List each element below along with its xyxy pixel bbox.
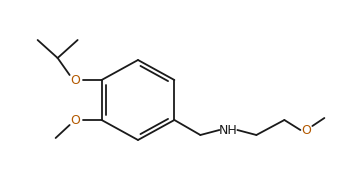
Text: O: O (71, 113, 81, 126)
Text: O: O (301, 124, 311, 137)
Text: O: O (71, 73, 81, 86)
Text: NH: NH (219, 124, 238, 137)
